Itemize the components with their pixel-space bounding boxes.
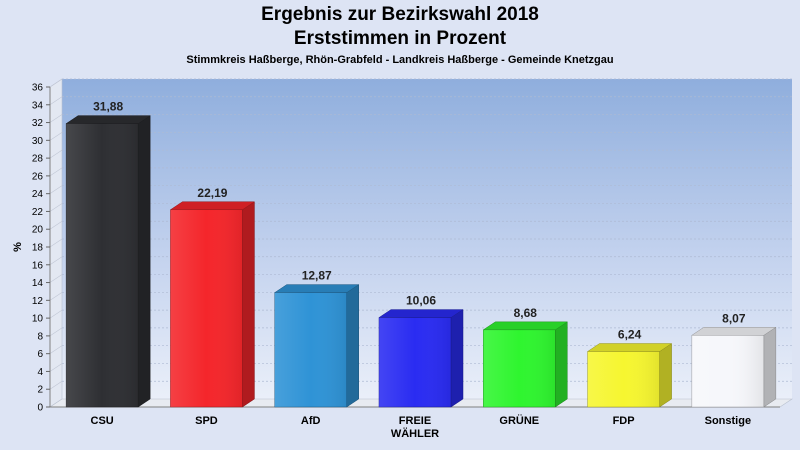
y-tick-label: 18 (32, 243, 44, 254)
y-tick-label: 30 (32, 136, 44, 147)
y-tick-label: 6 (37, 349, 43, 360)
bar-side (137, 115, 151, 408)
bar-top (482, 321, 569, 331)
bar-gloss (274, 292, 347, 407)
y-tick-label: 8 (37, 331, 43, 342)
gridline-side (49, 167, 63, 177)
y-tick-label: 36 (32, 83, 44, 94)
data-label: 8,07 (722, 311, 746, 325)
x-tick-label: FDP (613, 415, 635, 427)
bar (691, 326, 777, 408)
gridline-side (49, 96, 63, 106)
bar-side (555, 321, 568, 408)
y-tick-label: 20 (32, 225, 44, 236)
bar-top (378, 309, 464, 318)
bar-side (763, 326, 777, 408)
gridline-side (49, 114, 63, 123)
y-tick-label: 24 (32, 189, 44, 200)
y-tick-label: 34 (32, 100, 44, 111)
gridline-side (49, 149, 63, 159)
bar-gloss (691, 335, 764, 407)
gridline-side (49, 345, 63, 354)
bar-gloss (66, 123, 139, 407)
data-label: 22,19 (197, 186, 227, 200)
bar-top (65, 115, 151, 124)
y-tick-label: 14 (32, 278, 44, 289)
data-label: 8,68 (514, 306, 538, 320)
bar-side (659, 343, 672, 408)
bar (169, 201, 256, 408)
bar-top (273, 284, 360, 293)
y-tick-label: 16 (32, 260, 44, 271)
bar-side (346, 284, 359, 408)
x-tick-label: AfD (301, 415, 321, 427)
y-tick-label: 0 (37, 403, 43, 414)
y-tick-label: 22 (32, 207, 44, 218)
bar (586, 343, 673, 408)
x-tick-label: WÄHLER (391, 427, 439, 440)
gridline-side (49, 380, 63, 390)
y-tick-label: 4 (37, 367, 43, 378)
gridline-side (49, 363, 63, 372)
bar-top (691, 327, 777, 336)
gridline-side (49, 292, 63, 301)
gridline-side (49, 238, 63, 248)
gridline-side (49, 220, 63, 230)
gridline-side (49, 185, 63, 194)
gridline-side (49, 203, 63, 212)
bar-gloss (483, 329, 556, 407)
chart-region-subtitle: Stimmkreis Haßberge, Rhön-Grabfeld - Lan… (186, 54, 614, 66)
x-tick-label: GRÜNE (499, 414, 539, 427)
gridline-side (49, 309, 63, 319)
bar-side (242, 201, 255, 408)
y-tick-label: 10 (32, 314, 44, 325)
bar-gloss (587, 351, 660, 407)
bar-top (586, 343, 673, 352)
bar-gloss (170, 209, 243, 407)
gridline-side (49, 256, 63, 266)
bar-gloss (379, 317, 451, 407)
x-tick-label: Sonstige (705, 415, 751, 427)
x-tick-label: SPD (195, 415, 218, 427)
gridline-side (49, 78, 63, 88)
data-label: 10,06 (406, 294, 436, 308)
y-axis-label: % (12, 242, 24, 252)
x-tick-label: FREIE (399, 415, 431, 427)
bar (273, 284, 360, 408)
bar-side (450, 309, 464, 408)
gridline-side (49, 132, 63, 141)
chart-subtitle: Erststimmen in Prozent (293, 28, 507, 49)
bar (65, 115, 151, 408)
bar (378, 309, 464, 408)
bar-top (169, 201, 256, 211)
y-tick-label: 32 (32, 118, 44, 129)
gridline-side (49, 274, 63, 283)
data-label: 12,87 (302, 269, 332, 283)
y-tick-label: 26 (32, 171, 44, 182)
x-tick-label: CSU (91, 415, 114, 427)
data-label: 31,88 (93, 100, 123, 114)
y-tick-label: 12 (32, 296, 44, 307)
gridline-side (49, 327, 63, 337)
y-tick-label: 2 (37, 385, 43, 396)
bar (482, 321, 569, 408)
data-label: 6,24 (618, 328, 642, 342)
chart-title: Ergebnis zur Bezirkswahl 2018 (261, 4, 539, 25)
y-tick-label: 28 (32, 154, 44, 165)
